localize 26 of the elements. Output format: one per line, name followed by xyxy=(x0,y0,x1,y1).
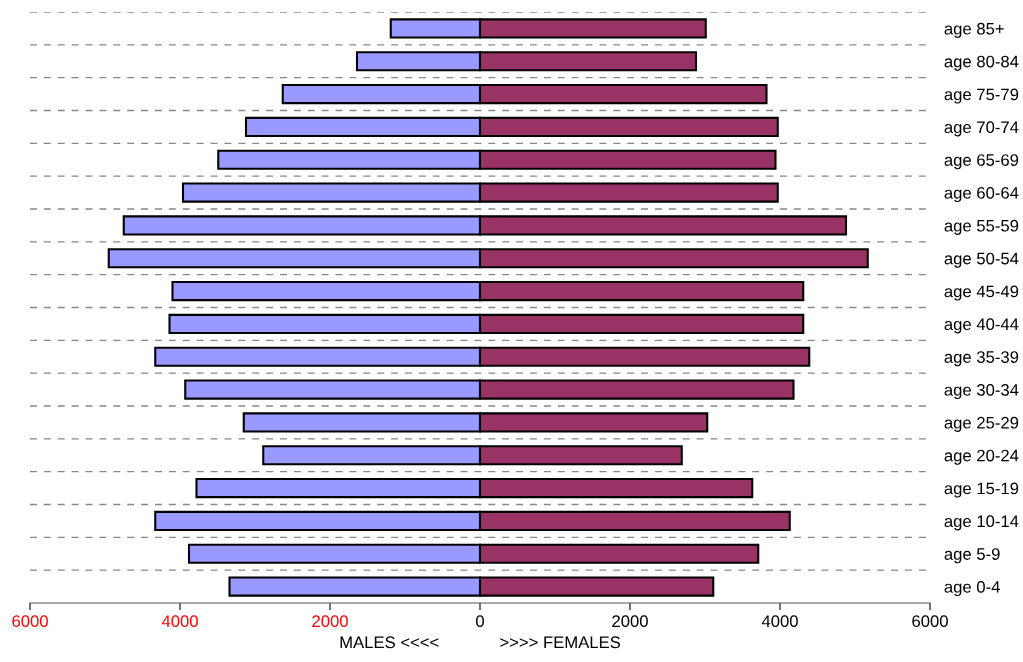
y-tick-label: age 55-59 xyxy=(944,219,1019,235)
y-tick-label: age 50-54 xyxy=(944,252,1019,268)
x-tick-label: 2000 xyxy=(312,615,348,628)
x-tick-label: 6000 xyxy=(12,615,48,628)
y-tick-label: age 60-64 xyxy=(944,186,1019,203)
y-tick-label: age 40-44 xyxy=(944,318,1019,334)
y-tick-label: age 75-79 xyxy=(944,88,1019,104)
y-tick-label: age 20-24 xyxy=(944,449,1019,465)
x-tick-label: 2000 xyxy=(612,615,648,628)
y-tick-label: age 5-9 xyxy=(944,548,1000,564)
x-tick-label: 6000 xyxy=(912,615,948,628)
x-axis-title: MALES <<<< >>>> FEMALES xyxy=(340,636,621,649)
y-tick-label: age 0-4 xyxy=(944,580,1000,597)
y-tick-label: age 65-69 xyxy=(944,154,1019,170)
y-tick-label: age 85+ xyxy=(944,22,1004,38)
y-tick-label: age 45-49 xyxy=(944,285,1019,301)
y-tick-label: age 30-34 xyxy=(944,383,1019,400)
y-tick-label: age 10-14 xyxy=(944,515,1019,531)
y-tick-label: age 15-19 xyxy=(944,482,1019,498)
y-tick-label: age 35-39 xyxy=(944,351,1019,367)
x-tick-label: 0 xyxy=(476,615,484,628)
x-tick-label: 4000 xyxy=(161,615,198,628)
y-tick-label: age 25-29 xyxy=(944,416,1019,432)
y-tick-label: age 70-74 xyxy=(944,121,1019,137)
y-tick-label: age 80-84 xyxy=(944,55,1019,71)
x-tick-label: 4000 xyxy=(761,615,798,628)
